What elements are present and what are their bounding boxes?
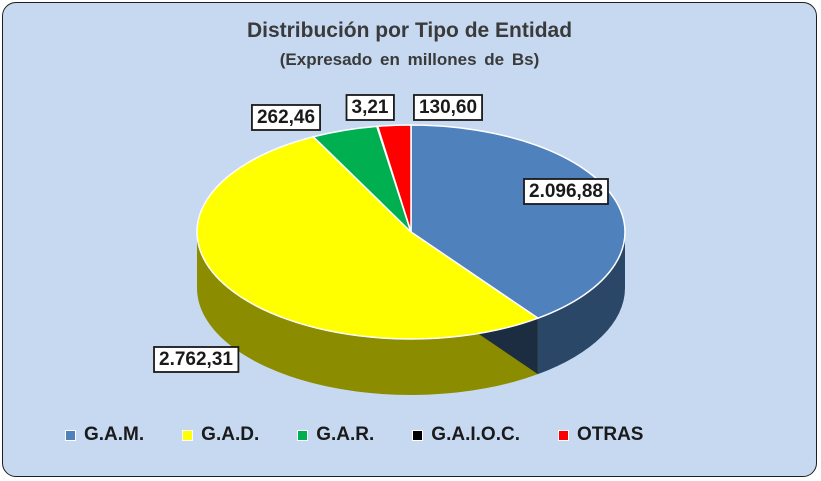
- legend-label: G.A.M.: [84, 424, 145, 445]
- data-label-G.A.I.O.C.: 3,21: [352, 97, 389, 118]
- data-label-G.A.M.: 2.096,88: [529, 181, 603, 202]
- chart-subtitle: (Expresado en millones de Bs): [279, 50, 540, 69]
- legend-label: G.A.D.: [201, 424, 260, 445]
- data-label-OTRAS: 130,60: [419, 97, 477, 118]
- pie-slice-G.A.M.: [410, 124, 626, 320]
- chart-title: Distribución por Tipo de Entidad: [246, 19, 573, 42]
- data-label-box: [153, 346, 240, 373]
- legend-swatch: [65, 429, 76, 441]
- data-label-box: [251, 104, 321, 131]
- legend-item: G.A.R.: [297, 424, 374, 446]
- legend-swatch: [557, 429, 569, 441]
- legend-swatch: [412, 429, 424, 441]
- data-label-box: [523, 178, 609, 205]
- data-label-box: [413, 94, 483, 121]
- legend-swatch: [182, 429, 194, 441]
- legend-item: G.A.I.O.C.: [412, 424, 520, 446]
- legend-label: G.A.I.O.C.: [431, 424, 520, 445]
- legend-item: G.A.D.: [182, 424, 259, 446]
- pie-side-G.A.M.: [537, 232, 625, 375]
- pie-slice-G.A.D.: [196, 135, 540, 340]
- legend: G.A.M. G.A.D. G.A.R. G.A.I.O.C. OTRAS: [65, 424, 681, 446]
- legend-item: G.A.M.: [65, 424, 144, 446]
- legend-item: OTRAS: [557, 424, 644, 446]
- legend-label: OTRAS: [576, 424, 644, 445]
- pie-slice-OTRAS: [376, 124, 412, 233]
- pie-side-G.A.D.: [197, 232, 538, 396]
- legend-swatch: [297, 429, 309, 441]
- data-label-G.A.R.: 262,46: [257, 107, 315, 128]
- legend-label: G.A.R.: [316, 424, 375, 445]
- data-label-G.A.D.: 2.762,31: [159, 349, 233, 370]
- pie-chart: 2.096,88 2.762,31 262,46 3,21 130,60: [153, 94, 626, 396]
- data-label-box: [345, 94, 395, 121]
